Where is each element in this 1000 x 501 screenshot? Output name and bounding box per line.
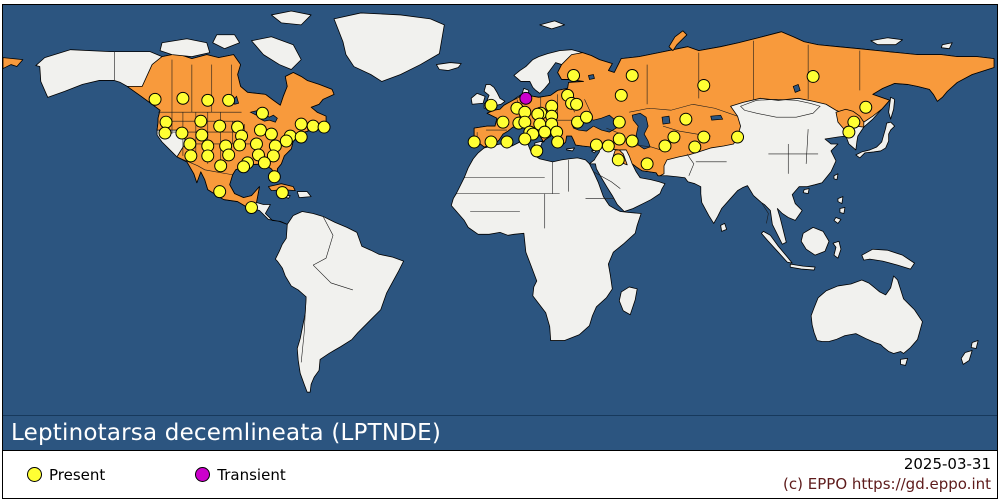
occurrence-dot-present[interactable] <box>580 110 593 124</box>
occurrence-dot-present[interactable] <box>484 98 498 112</box>
occurrence-dot-present[interactable] <box>175 126 189 140</box>
occurrence-dot-present[interactable] <box>612 132 626 146</box>
occurrence-dot-present[interactable] <box>275 186 289 200</box>
region-present-north-america <box>126 53 335 208</box>
occurrence-dot-present[interactable] <box>496 115 510 129</box>
present-dot-icon <box>27 467 42 482</box>
occurrence-dot-present[interactable] <box>201 149 215 163</box>
occurrence-dot-present[interactable] <box>245 201 258 214</box>
occurrence-dot-present[interactable] <box>195 128 209 142</box>
occurrence-dot-present[interactable] <box>222 93 236 107</box>
occurrence-dot-present[interactable] <box>806 70 820 83</box>
occurrence-dot-present[interactable] <box>253 123 267 137</box>
occurrence-dot-present[interactable] <box>697 78 711 92</box>
world-map[interactable] <box>3 5 997 415</box>
occurrence-dot-present[interactable] <box>518 132 532 146</box>
occurrence-dot-present[interactable] <box>640 157 654 171</box>
occurrence-dot-present[interactable] <box>214 159 228 173</box>
occurrence-dot-present[interactable] <box>551 135 565 149</box>
occurrence-dot-present[interactable] <box>201 93 215 107</box>
occurrence-dot-present[interactable] <box>279 134 293 148</box>
occurrence-dot-present[interactable] <box>250 137 263 151</box>
occurrence-dot-present[interactable] <box>612 115 626 129</box>
occurrence-dot-present[interactable] <box>697 130 711 144</box>
occurrence-dot-present[interactable] <box>159 115 173 129</box>
occurrence-dot-present[interactable] <box>842 125 856 139</box>
occurrence-dot-present[interactable] <box>148 92 162 106</box>
occurrence-dot-present[interactable] <box>266 149 280 163</box>
land-ireland <box>470 92 486 105</box>
occurrence-dot-present[interactable] <box>570 97 583 111</box>
occurrence-dot-present[interactable] <box>184 149 198 163</box>
occurrence-dot-present[interactable] <box>176 91 190 105</box>
occurrence-dot-present[interactable] <box>467 135 481 149</box>
map-date: 2025-03-31 <box>903 455 991 473</box>
occurrence-dot-present[interactable] <box>667 130 681 144</box>
occurrence-dot-present[interactable] <box>731 130 745 144</box>
legend-item-transient: Transient <box>195 465 286 484</box>
region-present-eurasia <box>473 31 995 177</box>
world-map-area[interactable] <box>3 5 997 415</box>
occurrence-dot-present[interactable] <box>589 138 603 152</box>
occurrence-dot-present[interactable] <box>688 140 702 154</box>
land-arctic-islands <box>159 38 211 58</box>
occurrence-dot-present[interactable] <box>213 119 227 133</box>
land-greenland <box>333 12 445 82</box>
occurrence-dot-present[interactable] <box>158 126 172 140</box>
legend-label-transient: Transient <box>217 465 286 484</box>
transient-dot-icon <box>195 467 211 482</box>
land-new-guinea <box>861 248 915 270</box>
occurrence-dot-present[interactable] <box>625 69 639 82</box>
occurrence-dot-present[interactable] <box>237 160 251 174</box>
occurrence-dot-present[interactable] <box>183 137 197 151</box>
occurrence-dot-present[interactable] <box>484 135 498 149</box>
occurrence-dot-present[interactable] <box>213 185 227 199</box>
occurrence-dot-present[interactable] <box>294 117 308 131</box>
legend-bar: Present Transient 2025-03-31 (c) EPPO ht… <box>3 450 997 498</box>
occurrence-dot-present[interactable] <box>233 138 247 152</box>
copyright-text: (c) EPPO https://gd.eppo.int <box>783 475 991 493</box>
occurrence-dot-present[interactable] <box>567 69 581 82</box>
occurrence-dot-present[interactable] <box>255 106 269 120</box>
occurrence-dot-present[interactable] <box>194 114 208 128</box>
occurrence-dot-present[interactable] <box>530 144 544 158</box>
occurrence-dot-present[interactable] <box>601 139 615 153</box>
title-bar: Leptinotarsa decemlineata (LPTNDE) <box>3 415 997 450</box>
occurrence-dot-transient[interactable] <box>519 91 533 105</box>
map-title: Leptinotarsa decemlineata (LPTNDE) <box>11 420 442 446</box>
occurrence-dot-present[interactable] <box>679 112 693 126</box>
occurrence-dot-present[interactable] <box>859 100 873 114</box>
occurrence-dot-present[interactable] <box>500 135 514 149</box>
occurrence-dot-present[interactable] <box>614 88 628 102</box>
occurrence-dot-present[interactable] <box>267 170 281 184</box>
land-madagascar <box>618 286 638 316</box>
occurrence-dot-present[interactable] <box>257 156 271 170</box>
map-stamp: 2025-03-31 (c) EPPO https://gd.eppo.int <box>783 454 991 494</box>
map-panel: Leptinotarsa decemlineata (LPTNDE) Prese… <box>2 4 998 499</box>
legend-item-present: Present <box>27 466 105 484</box>
occurrence-dots <box>148 69 873 214</box>
legend-label-present: Present <box>49 465 106 484</box>
occurrence-dot-present[interactable] <box>306 119 320 133</box>
land-africa <box>450 141 642 341</box>
land-south-america <box>274 211 404 393</box>
occurrence-dot-present[interactable] <box>264 127 278 141</box>
occurrence-dot-present[interactable] <box>625 134 639 148</box>
occurrence-dot-present[interactable] <box>294 130 308 144</box>
occurrence-dot-present[interactable] <box>317 120 331 134</box>
occurrence-dot-present[interactable] <box>658 139 672 153</box>
occurrence-dot-present[interactable] <box>538 125 552 139</box>
land-iceland <box>435 62 462 71</box>
occurrence-dot-present[interactable] <box>222 148 236 162</box>
land-japan <box>855 121 896 159</box>
occurrence-dot-present[interactable] <box>611 153 625 167</box>
land-australia <box>810 275 923 354</box>
